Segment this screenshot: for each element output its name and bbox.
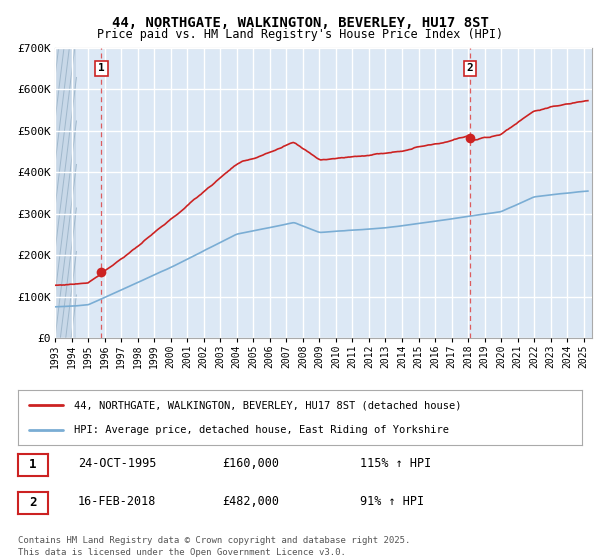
Text: 115% ↑ HPI: 115% ↑ HPI [360, 458, 431, 470]
Text: £160,000: £160,000 [222, 458, 279, 470]
Text: HPI: Average price, detached house, East Riding of Yorkshire: HPI: Average price, detached house, East… [74, 424, 449, 435]
Text: 2: 2 [29, 497, 37, 510]
Text: 1: 1 [29, 459, 37, 472]
Text: 1: 1 [98, 63, 105, 73]
Text: £482,000: £482,000 [222, 496, 279, 508]
Text: 44, NORTHGATE, WALKINGTON, BEVERLEY, HU17 8ST: 44, NORTHGATE, WALKINGTON, BEVERLEY, HU1… [112, 16, 488, 30]
Text: 24-OCT-1995: 24-OCT-1995 [78, 458, 157, 470]
Text: Price paid vs. HM Land Registry's House Price Index (HPI): Price paid vs. HM Land Registry's House … [97, 28, 503, 41]
Text: 91% ↑ HPI: 91% ↑ HPI [360, 496, 424, 508]
Text: 44, NORTHGATE, WALKINGTON, BEVERLEY, HU17 8ST (detached house): 44, NORTHGATE, WALKINGTON, BEVERLEY, HU1… [74, 400, 462, 410]
Bar [55, 48, 76, 338]
Text: 16-FEB-2018: 16-FEB-2018 [78, 496, 157, 508]
Text: 2: 2 [467, 63, 473, 73]
Text: Contains HM Land Registry data © Crown copyright and database right 2025.
This d: Contains HM Land Registry data © Crown c… [18, 536, 410, 557]
